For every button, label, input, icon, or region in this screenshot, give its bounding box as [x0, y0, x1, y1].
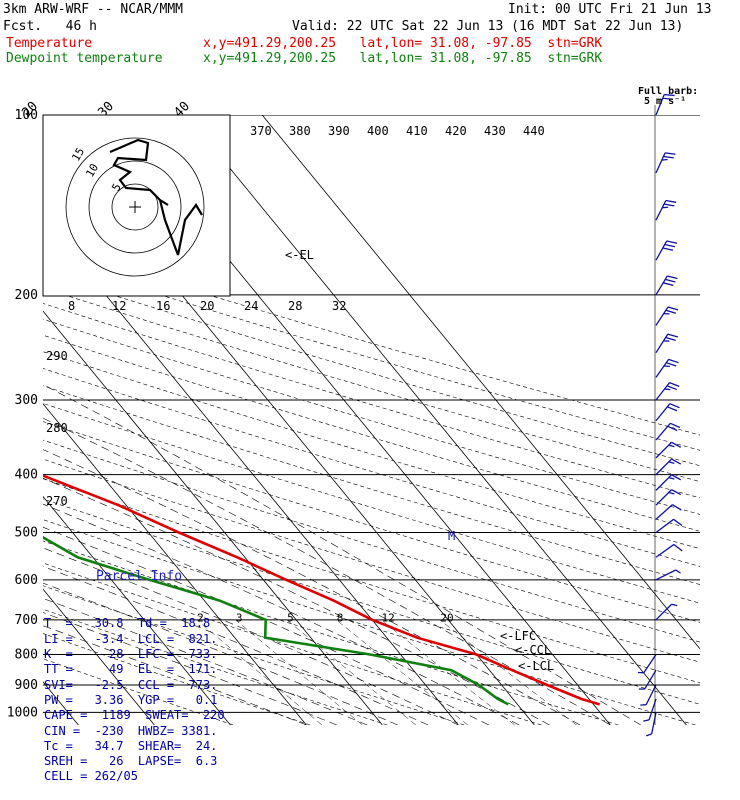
dry-adiabat-label: 280: [46, 421, 68, 435]
hodograph-speed-label: 32: [332, 299, 346, 313]
theta-e-label: 390: [328, 124, 350, 138]
parcel-info-row: PW = 3.36 YGP = 0.1: [44, 693, 234, 708]
theta-e-label: 430: [484, 124, 506, 138]
theta-e-label: 400: [367, 124, 389, 138]
wind-barb: [656, 307, 678, 325]
el-annotation: <-EL: [285, 248, 314, 262]
parcel-info-row: Tc = 34.7 SHEAR= 24.: [44, 739, 234, 754]
hodograph-speed-label: 8: [68, 299, 75, 313]
parcel-info-row: TT = 49 EL = 171.: [44, 662, 234, 677]
dry-adiabat-label: 270: [46, 494, 68, 508]
mixing-ratio-line: [336, 620, 468, 725]
wind-barb: [656, 241, 677, 260]
wind-barb: [656, 459, 681, 475]
wind-barb: [640, 685, 656, 705]
mixing-ratio-line: [236, 620, 363, 725]
pressure-tick-label: 1000: [7, 705, 38, 720]
mixing-ratio-line: [287, 620, 416, 725]
pressure-tick-label: 700: [15, 613, 38, 628]
pressure-tick-label: 500: [15, 526, 38, 541]
isotherm-line: [0, 115, 2, 725]
ccl-annotation: <-CCL: [515, 643, 551, 657]
theta-e-label: 370: [250, 124, 272, 138]
barb-legend-units: 5 m s⁻¹: [644, 96, 686, 107]
wind-barb: [656, 334, 678, 353]
wind-barb: [656, 423, 680, 440]
mixing-ratio-label: 20: [440, 611, 453, 624]
mixing-ratio-label: 12: [382, 611, 395, 624]
mixing-ratio-label: 5: [287, 611, 294, 624]
hodograph-speed-label: 28: [288, 299, 302, 313]
lfc-annotation: <-LFC: [500, 629, 536, 643]
parcel-info-title: Parcel Info: [44, 569, 234, 584]
mixing-ratio-label: 3: [236, 611, 243, 624]
pressure-tick-label: 200: [15, 288, 38, 303]
wind-barb: [656, 519, 682, 532]
dry-adiabat-label: 290: [46, 349, 68, 363]
wind-barb: [656, 359, 679, 377]
wind-barb: [638, 654, 656, 672]
hodograph-inset: [43, 115, 230, 296]
wind-barb: [656, 404, 680, 421]
theta-e-label: 440: [523, 124, 545, 138]
parcel-info-row: SVI= -2.5 CCL = 773.: [44, 678, 234, 693]
parcel-info-row: CELL = 262/05: [44, 769, 234, 784]
wind-barb: [656, 276, 677, 295]
parcel-info-row: CAPE = 1189 SWEAT= 220: [44, 708, 234, 723]
hodograph-speed-label: 20: [200, 299, 214, 313]
wind-barb: [656, 475, 681, 491]
parcel-info-row: CIN = -230 HWBZ= 3381.: [44, 724, 234, 739]
wind-barb: [656, 505, 681, 520]
wind-barb: [656, 383, 679, 400]
wind-barb: [656, 490, 681, 506]
parcel-info-row: K = 28 LFC = 733.: [44, 647, 234, 662]
theta-e-label: 380: [289, 124, 311, 138]
theta-e-label: 410: [406, 124, 428, 138]
parcel-info-row: LI = -3.4 LCL = 821.: [44, 632, 234, 647]
lcl-annotation: <-LCL: [518, 659, 554, 673]
pressure-tick-label: 400: [15, 468, 38, 483]
pressure-tick-label: 600: [15, 573, 38, 588]
mixing-ratio-label: 8: [337, 611, 344, 624]
pressure-tick-label: 900: [15, 678, 38, 693]
parcel-info-row: T = 30.8 Td = 18.8: [44, 616, 234, 631]
pressure-tick-label: 300: [15, 393, 38, 408]
isotherm-line: [186, 115, 686, 725]
wind-barb: [656, 153, 675, 173]
pressure-tick-label: 800: [15, 647, 38, 662]
parcel-info-row: SREH = 26 LAPSE= 6.3: [44, 754, 234, 769]
hodograph-speed-label: 16: [156, 299, 170, 313]
mean-marker: M: [448, 529, 455, 543]
wind-barb: [656, 442, 681, 458]
theta-e-label: 420: [445, 124, 467, 138]
hodograph-speed-label: 12: [112, 299, 126, 313]
wind-barb: [656, 201, 676, 221]
wind-barb: [646, 712, 656, 736]
hodograph-speed-label: 24: [244, 299, 258, 313]
